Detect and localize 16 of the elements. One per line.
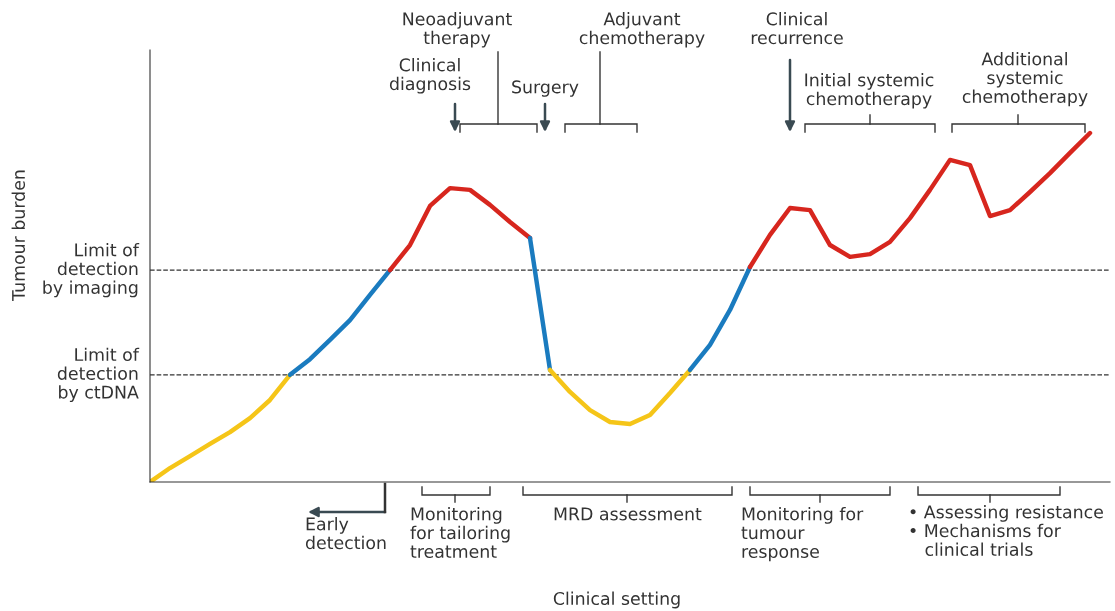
text: Neoadjuvant therapy xyxy=(403,12,512,48)
text: Clinical recurrence xyxy=(751,12,843,45)
text: Additional systemic chemotherapy xyxy=(962,52,1088,107)
text: Monitoring for tumour response xyxy=(741,507,864,562)
text: MRD assessment xyxy=(554,507,702,521)
text: Clinical setting xyxy=(553,591,680,609)
text: Initial systemic chemotherapy xyxy=(805,73,934,109)
text: Early detection xyxy=(305,517,386,550)
text: Monitoring for tailoring treatment xyxy=(410,507,510,558)
text: • Assessing resistance • Mechanisms for clinical trials xyxy=(910,505,1103,556)
text: Tumour burden xyxy=(11,170,26,301)
text: Clinical diagnosis xyxy=(389,58,471,94)
text: Surgery xyxy=(512,80,579,97)
text: Adjuvant chemotherapy xyxy=(579,12,705,48)
ref-line-label: Limit of detection by ctDNA xyxy=(57,347,140,403)
ref-line-label: Limit of detection by imaging xyxy=(43,242,140,298)
